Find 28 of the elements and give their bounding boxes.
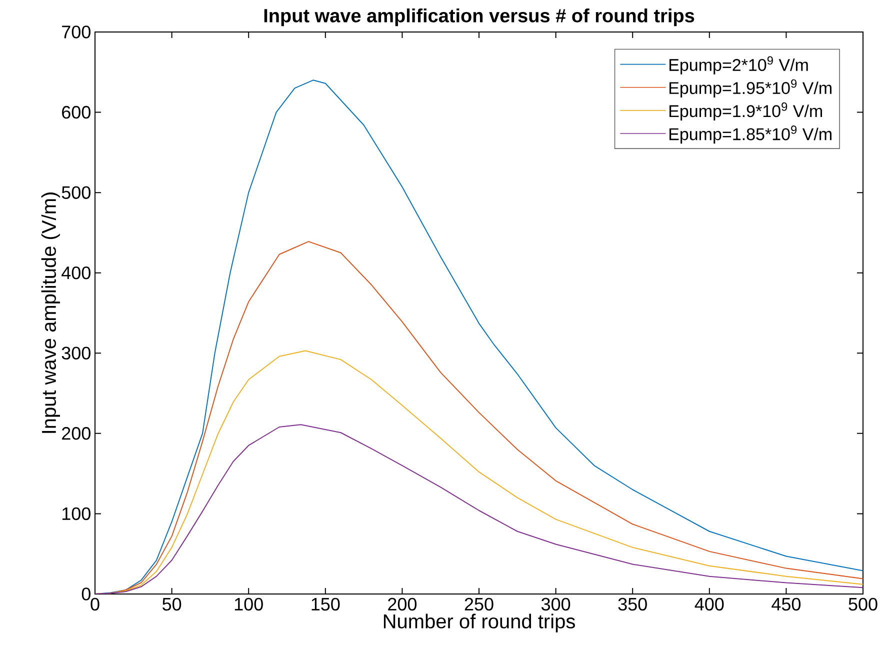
legend-label: Epump=2*10$^{9}$ V/m bbox=[669, 56, 808, 74]
x-tick-label: 350 bbox=[618, 598, 647, 611]
y-tick-label: 700 bbox=[62, 26, 90, 38]
y-tick-label: 200 bbox=[62, 427, 90, 440]
y-tick-label: 400 bbox=[62, 266, 90, 280]
x-tick-label: 400 bbox=[694, 598, 724, 611]
y-tick-label: 500 bbox=[62, 186, 90, 199]
x-axis-title: Number of round trips bbox=[384, 614, 575, 632]
x-tick-label: 50 bbox=[162, 598, 182, 611]
line-series bbox=[95, 80, 864, 594]
chart-title: Input wave amplification versus # of round trips bbox=[264, 8, 694, 26]
y-tick-label: 300 bbox=[62, 346, 90, 360]
x-tick-label: 500 bbox=[848, 598, 878, 611]
x-tick-label: 0 bbox=[90, 598, 100, 611]
line-series bbox=[95, 424, 864, 594]
x-tick-label: 150 bbox=[312, 598, 340, 611]
y-axis-title: Input wave amplitude (V/m) bbox=[41, 192, 60, 433]
y-tick-label: 0 bbox=[82, 588, 90, 600]
legend-label: Epump=1.95*10$^{9}$ V/m bbox=[669, 79, 832, 98]
x-tick-label: 450 bbox=[772, 598, 801, 611]
x-tick-label: 100 bbox=[234, 598, 263, 611]
y-tick-label: 600 bbox=[62, 106, 90, 119]
legend-label: Epump=1.9*10$^{9}$ V/m bbox=[669, 102, 822, 121]
x-tick-label: 300 bbox=[541, 598, 570, 611]
legend-label: Epump=1.85*10$^{9}$ V/m bbox=[669, 125, 832, 144]
y-tick-label: 100 bbox=[62, 507, 90, 520]
x-tick-label: 200 bbox=[388, 598, 417, 611]
x-tick-label: 250 bbox=[464, 598, 494, 611]
